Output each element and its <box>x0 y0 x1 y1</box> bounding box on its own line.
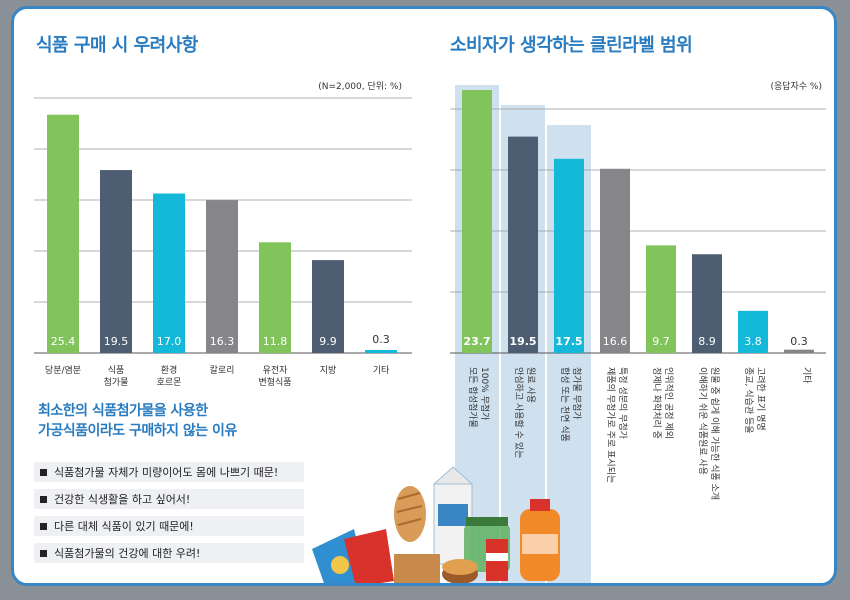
bullet-square-icon <box>40 522 47 530</box>
data-label: 19.5 <box>509 335 536 348</box>
bullet-square-icon <box>40 495 47 503</box>
bar <box>259 242 291 353</box>
chart2-note: (응답자수 %) <box>770 82 822 92</box>
tick-label: 안심하고 사용할 수 있는 <box>513 367 525 458</box>
tick-label: 정제나 화학처리 중 <box>651 367 663 439</box>
bar <box>738 310 768 353</box>
tick-label: 합성 또는 천연 식품 <box>559 367 570 442</box>
tick-label: 인위적인 공정 제외 <box>663 367 675 439</box>
data-label: 0.3 <box>372 333 390 346</box>
data-label: 23.7 <box>463 335 490 348</box>
tick-label: 유전자 <box>263 365 289 376</box>
data-label: 8.9 <box>698 335 716 348</box>
bar <box>462 90 492 353</box>
reason-item: 식품첨가물의 건강에 대한 우려! <box>34 543 304 563</box>
reason-text: 식품첨가물 자체가 미량이어도 몸에 나쁘기 때문! <box>54 466 279 479</box>
chart1-title: 식품 구매 시 우려사항 <box>36 35 198 56</box>
reason-item: 건강한 식생활을 하고 싶어서! <box>34 489 304 509</box>
reason-item: 다른 대체 식품이 있기 때문에! <box>34 516 304 536</box>
data-label: 11.8 <box>263 335 288 348</box>
tick-label: 제품의 무첨가로 주로 표시되는 <box>605 367 616 483</box>
chart1-note: (N=2,000, 단위: %) <box>318 82 402 92</box>
bar <box>153 193 185 353</box>
bullet-square-icon <box>40 468 47 476</box>
tick-label: 기타 <box>801 367 812 384</box>
bar <box>508 136 538 353</box>
data-label: 9.7 <box>652 335 670 348</box>
tick-label: 변형식품 <box>258 377 291 388</box>
bar <box>100 170 132 353</box>
reason-item: 식품첨가물 자체가 미량이어도 몸에 나쁘기 때문! <box>34 462 304 482</box>
bar <box>312 260 344 353</box>
tick-label: 이해하기 쉬운 식품원료 사용 <box>697 367 708 475</box>
chart2-title: 소비자가 생각하는 클린라벨 범위 <box>450 35 693 56</box>
bullet-square-icon <box>40 549 47 557</box>
bar <box>784 349 814 353</box>
data-label: 3.8 <box>744 335 762 348</box>
grocery-food-illustration-icon <box>312 466 560 583</box>
data-label: 19.5 <box>104 335 129 348</box>
data-label: 9.9 <box>319 335 337 348</box>
bar <box>600 168 630 353</box>
data-label: 16.6 <box>603 335 628 348</box>
tick-label: 특정 성분의 무첨가 <box>617 367 628 439</box>
tick-label: 원물 중 쉽게 이해 가능한 식품 소개 <box>709 367 720 500</box>
tick-label: 종교, 식습관 등을 <box>743 367 754 434</box>
tick-label: 원료 사용 <box>525 367 536 403</box>
reasons-title-line-2: 가공식품이라도 구매하지 않는 이유 <box>38 423 237 439</box>
tick-label: 100% 무첨가 <box>479 367 490 420</box>
infographic-card: 식품 구매 시 우려사항 (N=2,000, 단위: %) 소비자가 생각하는 … <box>11 6 837 586</box>
tick-label: 호르몬 <box>157 377 182 388</box>
reason-text: 식품첨가물의 건강에 대한 우려! <box>54 547 201 560</box>
bar <box>692 254 722 353</box>
reason-text: 다른 대체 식품이 있기 때문에! <box>54 520 194 533</box>
bar <box>206 200 238 353</box>
tick-label: 환경 <box>161 364 178 376</box>
tick-label: 고려한 표기 명명 <box>755 367 766 431</box>
data-label: 16.3 <box>210 335 235 348</box>
bar <box>47 114 79 354</box>
tick-label: 모든 합성첨가물 <box>467 367 478 428</box>
bar <box>554 158 584 353</box>
data-label: 25.4 <box>51 335 76 348</box>
tick-label: 지방 <box>320 365 337 376</box>
reasons-title: 최소한의 식품첨가물을 사용한 가공식품이라도 구매하지 않는 이유 <box>38 401 237 441</box>
tick-label: 기타 <box>373 365 390 376</box>
reason-text: 건강한 식생활을 하고 싶어서! <box>54 493 191 506</box>
data-label: 17.5 <box>555 335 582 348</box>
tick-label: 당분/염분 <box>45 365 81 376</box>
tick-label: 칼로리 <box>210 365 235 376</box>
data-label: 0.3 <box>790 335 808 348</box>
tick-label: 첨가물 <box>104 377 129 388</box>
tick-label: 첨가물 무첨가 <box>571 367 582 420</box>
reasons-title-line-1: 최소한의 식품첨가물을 사용한 <box>38 403 208 419</box>
bar <box>646 245 676 353</box>
bar <box>365 350 397 353</box>
tick-label: 식품 <box>108 365 125 376</box>
data-label: 17.0 <box>157 335 182 348</box>
